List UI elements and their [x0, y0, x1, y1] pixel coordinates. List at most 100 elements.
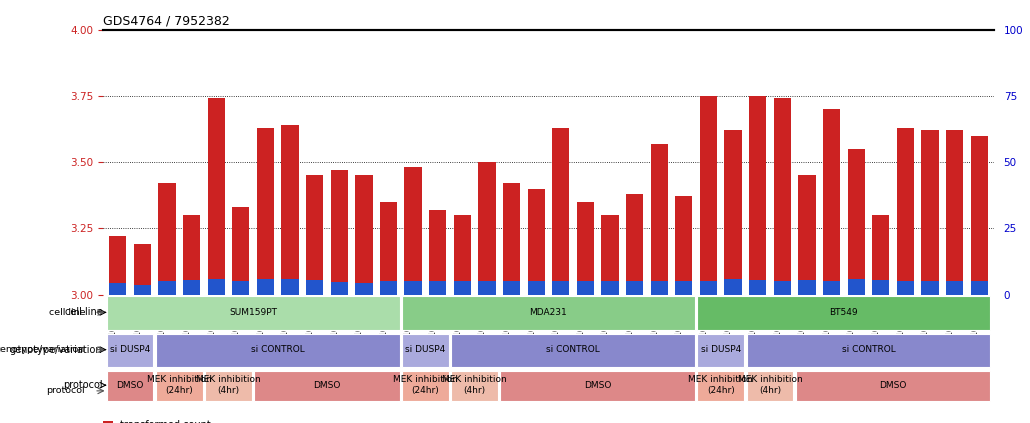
Bar [872, 215, 889, 294]
FancyBboxPatch shape [107, 371, 153, 401]
Bar [848, 149, 865, 294]
Bar [134, 244, 151, 294]
Bar [134, 285, 151, 294]
Bar [109, 236, 127, 294]
FancyBboxPatch shape [747, 334, 990, 367]
Bar [454, 281, 471, 294]
FancyBboxPatch shape [796, 371, 990, 401]
Bar [970, 281, 988, 294]
Text: si DUSP4: si DUSP4 [405, 345, 446, 354]
Text: DMSO: DMSO [584, 381, 612, 390]
Text: cell line: cell line [65, 308, 103, 317]
Text: MEK inhibition
(24hr): MEK inhibition (24hr) [688, 376, 753, 395]
Bar [602, 215, 619, 294]
Bar [159, 281, 175, 294]
Bar [331, 170, 348, 294]
FancyBboxPatch shape [254, 371, 400, 401]
Bar [872, 280, 889, 294]
FancyBboxPatch shape [402, 334, 449, 367]
Bar [922, 130, 938, 294]
Text: genotype/variation: genotype/variation [0, 345, 85, 354]
FancyBboxPatch shape [451, 334, 695, 367]
Bar [724, 130, 742, 294]
FancyBboxPatch shape [107, 297, 400, 330]
Bar [527, 281, 545, 294]
Bar [281, 280, 299, 294]
Bar [749, 96, 766, 294]
FancyBboxPatch shape [697, 371, 744, 401]
Text: MEK inhibition
(4hr): MEK inhibition (4hr) [737, 376, 802, 395]
Bar [970, 135, 988, 294]
Bar [626, 194, 643, 294]
Text: SUM159PT: SUM159PT [229, 308, 277, 317]
Bar [503, 183, 520, 294]
Bar [183, 215, 200, 294]
Bar [922, 281, 938, 294]
Bar [405, 168, 421, 294]
Bar [380, 281, 398, 294]
Bar [232, 207, 249, 294]
Bar [306, 280, 323, 294]
Bar [430, 281, 446, 294]
Bar [405, 281, 421, 294]
Bar [256, 280, 274, 294]
Bar [109, 283, 127, 294]
Text: MEK inhibition
(24hr): MEK inhibition (24hr) [393, 376, 457, 395]
Bar [306, 175, 323, 294]
Text: protocol: protocol [46, 386, 85, 396]
Bar [577, 202, 594, 294]
Bar [897, 281, 914, 294]
Text: si CONTROL: si CONTROL [546, 345, 599, 354]
FancyBboxPatch shape [107, 334, 153, 367]
Bar [208, 99, 225, 294]
Bar [208, 279, 225, 294]
Bar [577, 281, 594, 294]
Bar [454, 215, 471, 294]
FancyBboxPatch shape [156, 334, 400, 367]
Bar [281, 125, 299, 294]
Text: MEK inhibition
(4hr): MEK inhibition (4hr) [442, 376, 507, 395]
Bar [380, 202, 398, 294]
Bar [232, 281, 249, 294]
Text: MEK inhibition
(4hr): MEK inhibition (4hr) [196, 376, 261, 395]
FancyBboxPatch shape [402, 371, 449, 401]
FancyBboxPatch shape [451, 371, 499, 401]
FancyBboxPatch shape [501, 371, 695, 401]
Bar [355, 283, 373, 294]
Text: MEK inhibition
(24hr): MEK inhibition (24hr) [147, 376, 212, 395]
Bar [724, 279, 742, 294]
Bar [699, 281, 717, 294]
FancyBboxPatch shape [697, 297, 990, 330]
Bar [676, 281, 692, 294]
Bar [823, 281, 840, 294]
Bar [823, 109, 840, 294]
Bar [602, 281, 619, 294]
Text: si DUSP4: si DUSP4 [700, 345, 741, 354]
Bar [527, 189, 545, 294]
Bar [552, 128, 570, 294]
Text: MDA231: MDA231 [529, 308, 568, 317]
Bar [798, 175, 816, 294]
Bar [749, 280, 766, 294]
Bar [430, 210, 446, 294]
Bar [774, 99, 791, 294]
Text: cell line: cell line [48, 308, 85, 317]
Bar [355, 175, 373, 294]
Text: DMSO: DMSO [313, 381, 341, 390]
Bar [651, 281, 667, 294]
Bar [676, 197, 692, 294]
Text: BT549: BT549 [829, 308, 858, 317]
Bar [651, 143, 667, 294]
Text: genotype/variation: genotype/variation [10, 345, 103, 354]
Text: DMSO: DMSO [880, 381, 906, 390]
FancyBboxPatch shape [402, 297, 695, 330]
Bar [774, 281, 791, 294]
Bar [552, 281, 570, 294]
Bar [478, 281, 495, 294]
Bar [699, 96, 717, 294]
FancyBboxPatch shape [156, 371, 203, 401]
Bar [946, 281, 963, 294]
Bar [798, 280, 816, 294]
Bar [159, 183, 175, 294]
FancyBboxPatch shape [747, 371, 793, 401]
